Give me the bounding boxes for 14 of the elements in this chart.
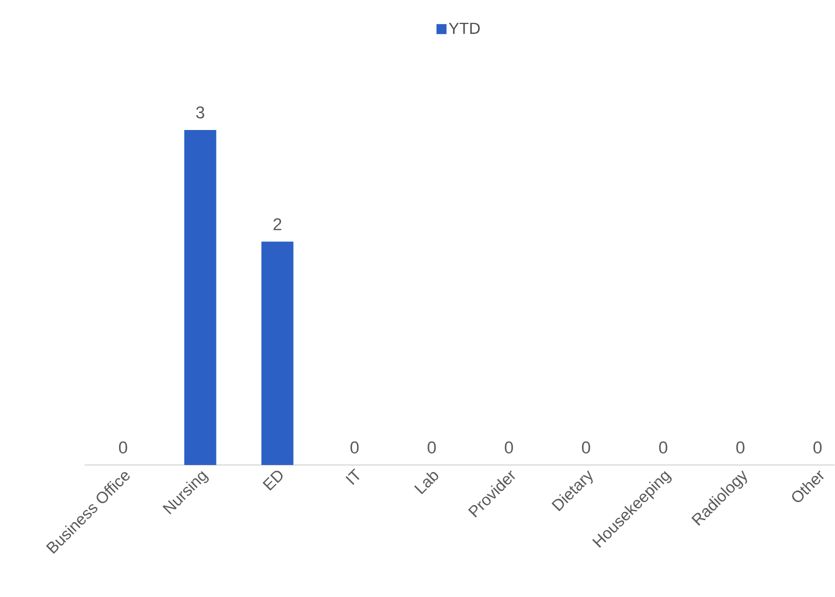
data-label: 0 <box>582 441 590 454</box>
data-label: 0 <box>428 441 436 454</box>
data-label: 0 <box>813 441 822 454</box>
data-label: 0 <box>659 441 668 454</box>
x-tick-label: IT <box>346 468 360 485</box>
x-tick-label: ED <box>262 470 283 491</box>
legend-label: YTD <box>448 22 480 34</box>
data-label: 3 <box>196 106 204 118</box>
data-label: 0 <box>504 441 513 454</box>
data-label: 0 <box>119 441 128 454</box>
data-label: 0 <box>736 441 744 454</box>
data-label: 2 <box>274 218 282 230</box>
x-tick-label: Lab <box>414 472 438 494</box>
data-label: 0 <box>350 441 359 454</box>
